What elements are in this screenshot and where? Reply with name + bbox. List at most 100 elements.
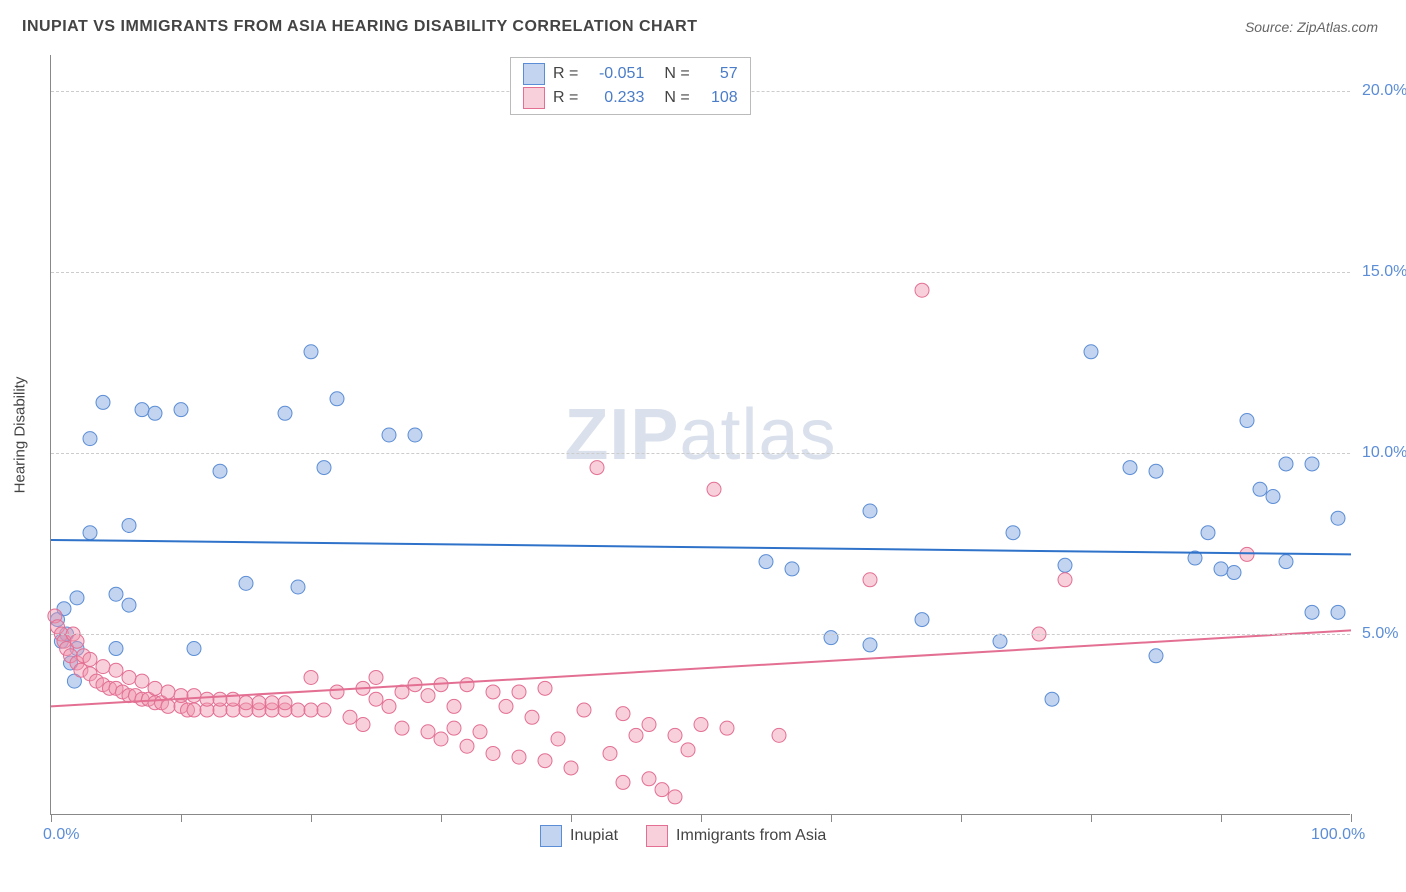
data-point: [915, 613, 929, 627]
legend-series: Inupiat Immigrants from Asia: [540, 825, 826, 847]
data-point: [291, 580, 305, 594]
data-point: [122, 518, 136, 532]
data-point: [278, 406, 292, 420]
y-axis-title: Hearing Disability: [12, 377, 29, 494]
data-point: [304, 703, 318, 717]
r-label: R =: [553, 89, 578, 107]
data-point: [317, 461, 331, 475]
data-point: [226, 692, 240, 706]
data-point: [291, 703, 305, 717]
legend-stats-row: R =-0.051N =57: [523, 62, 738, 86]
source-prefix: Source:: [1245, 19, 1297, 35]
data-point: [447, 699, 461, 713]
n-label: N =: [664, 65, 689, 83]
r-value: 0.233: [584, 89, 644, 107]
y-tick-label: 20.0%: [1362, 82, 1406, 100]
data-point: [421, 689, 435, 703]
data-point: [1279, 457, 1293, 471]
data-point: [655, 783, 669, 797]
data-point: [304, 345, 318, 359]
gridline: [51, 453, 1350, 454]
legend-swatch: [646, 825, 668, 847]
data-point: [785, 562, 799, 576]
data-point: [109, 587, 123, 601]
data-point: [369, 670, 383, 684]
data-point: [265, 696, 279, 710]
data-point: [369, 692, 383, 706]
data-point: [1253, 482, 1267, 496]
data-point: [148, 406, 162, 420]
data-point: [1058, 558, 1072, 572]
data-point: [603, 746, 617, 760]
legend-label: Inupiat: [570, 827, 618, 845]
gridline: [51, 272, 1350, 273]
data-point: [239, 576, 253, 590]
data-point: [1227, 566, 1241, 580]
data-point: [915, 283, 929, 297]
data-point: [395, 721, 409, 735]
data-point: [174, 689, 188, 703]
n-value: 57: [696, 65, 738, 83]
data-point: [83, 526, 97, 540]
data-point: [668, 790, 682, 804]
data-point: [473, 725, 487, 739]
data-point: [330, 392, 344, 406]
data-point: [83, 432, 97, 446]
n-value: 108: [696, 89, 738, 107]
data-point: [343, 710, 357, 724]
r-value: -0.051: [584, 65, 644, 83]
data-point: [824, 631, 838, 645]
data-point: [551, 732, 565, 746]
data-point: [1149, 464, 1163, 478]
data-point: [122, 598, 136, 612]
data-point: [720, 721, 734, 735]
x-tick: [831, 814, 832, 822]
data-point: [1045, 692, 1059, 706]
data-point: [1279, 555, 1293, 569]
data-point: [70, 591, 84, 605]
data-point: [122, 670, 136, 684]
data-point: [1214, 562, 1228, 576]
data-point: [187, 642, 201, 656]
data-point: [1240, 414, 1254, 428]
data-point: [135, 674, 149, 688]
data-point: [486, 746, 500, 760]
data-point: [616, 707, 630, 721]
data-point: [616, 775, 630, 789]
data-point: [96, 395, 110, 409]
data-point: [148, 681, 162, 695]
data-point: [330, 685, 344, 699]
data-point: [408, 428, 422, 442]
legend-stats-row: R = 0.233 N = 108: [523, 86, 738, 110]
data-point: [460, 739, 474, 753]
x-tick: [311, 814, 312, 822]
source-link[interactable]: ZipAtlas.com: [1297, 19, 1378, 35]
plot-area: ZIPatlas 5.0%10.0%15.0%20.0%0.0%100.0%: [50, 55, 1350, 815]
data-point: [707, 482, 721, 496]
data-point: [83, 652, 97, 666]
y-tick-label: 15.0%: [1362, 263, 1406, 281]
data-point: [382, 428, 396, 442]
data-point: [460, 678, 474, 692]
y-tick-label: 5.0%: [1362, 625, 1406, 643]
data-point: [538, 681, 552, 695]
legend-item: Immigrants from Asia: [646, 825, 826, 847]
legend-swatch: [523, 63, 545, 85]
data-point: [109, 663, 123, 677]
data-point: [538, 754, 552, 768]
data-point: [187, 703, 201, 717]
data-point: [564, 761, 578, 775]
data-point: [1123, 461, 1137, 475]
data-point: [512, 750, 526, 764]
n-label: N =: [664, 89, 689, 107]
data-point: [70, 634, 84, 648]
data-point: [1305, 457, 1319, 471]
data-point: [161, 699, 175, 713]
data-point: [1240, 547, 1254, 561]
data-point: [642, 772, 656, 786]
data-point: [993, 634, 1007, 648]
data-point: [239, 696, 253, 710]
data-point: [213, 692, 227, 706]
data-point: [1331, 511, 1345, 525]
x-tick: [181, 814, 182, 822]
